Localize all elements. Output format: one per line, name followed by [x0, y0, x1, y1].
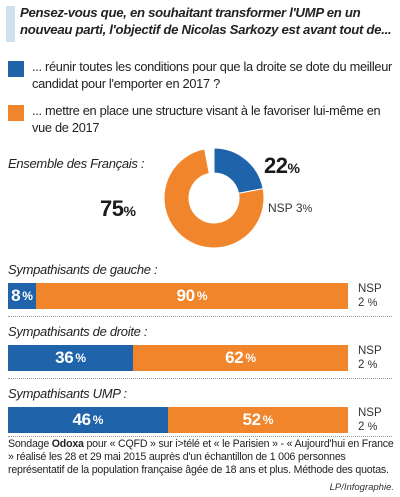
donut-slice-blue	[213, 147, 264, 194]
donut-chart	[163, 147, 265, 249]
source-note: Sondage Odoxa pour « CQFD » sur i>télé e…	[8, 438, 396, 477]
bar-gauche-nsp-unit: %	[367, 297, 378, 309]
bar-droite-nsp-label: NSP	[358, 345, 382, 357]
bar-droite-blue-unit: %	[75, 351, 86, 365]
bar-ump-orange-value: 52	[242, 410, 261, 429]
legend-swatch-orange	[8, 105, 24, 121]
bar-ump-orange-unit: %	[262, 413, 274, 427]
bar-ump-blue-value: 46	[72, 410, 91, 429]
source-prefix: Sondage	[8, 438, 52, 450]
source-brand: Odoxa	[51, 438, 84, 450]
bar-gauche-blue-unit: %	[22, 289, 33, 303]
bar-gauche-blue-value: 8	[11, 286, 21, 305]
bar-droite-orange: 62%	[132, 345, 348, 371]
donut-label-orange: 75%	[100, 196, 136, 222]
donut-title: Ensemble des Français :	[8, 156, 145, 171]
bar-ump: 46% 52%	[8, 407, 348, 433]
bar-title-ump: Sympathisants UMP :	[8, 386, 127, 401]
donut-nsp-label: NSP	[268, 201, 293, 215]
bar-ump-nsp-unit: %	[367, 421, 378, 433]
bar-droite-nsp: NSP 2 %	[358, 344, 382, 372]
donut-slice-orange	[163, 148, 265, 249]
bar-gauche-blue: 8%	[8, 283, 36, 309]
bar-ump-orange: 52%	[167, 407, 348, 433]
divider	[8, 436, 392, 437]
legend-swatch-blue	[8, 61, 24, 77]
donut-label-nsp: NSP 3%	[268, 201, 312, 215]
bar-gauche-orange-unit: %	[196, 289, 208, 303]
divider	[8, 316, 392, 317]
bar-droite-blue: 36%	[8, 345, 133, 371]
bar-droite-orange-unit: %	[245, 351, 256, 365]
donut-value-orange: 75	[100, 196, 124, 221]
source-text: pour « CQFD » sur i>télé et « le Parisie…	[8, 438, 394, 476]
question-text: Pensez-vous que, en souhaitant transform…	[20, 5, 392, 37]
bar-ump-nsp-label: NSP	[358, 407, 382, 419]
bar-ump-blue-unit: %	[92, 413, 104, 427]
donut-label-blue: 22%	[264, 153, 300, 179]
bar-droite: 36% 62%	[8, 345, 348, 371]
credit: LP/Infographie.	[329, 482, 394, 493]
legend-label-blue: ... réunir toutes les conditions pour qu…	[32, 59, 392, 91]
bar-ump-nsp: NSP 2 %	[358, 406, 382, 434]
donut-unit-orange: %	[123, 203, 136, 219]
bar-gauche-nsp-value: 2	[358, 297, 365, 309]
question-accent	[6, 6, 15, 42]
bar-droite-nsp-unit: %	[367, 359, 378, 371]
bar-ump-blue: 46%	[8, 407, 168, 433]
donut-value-blue: 22	[264, 153, 288, 178]
bar-droite-blue-value: 36	[55, 348, 74, 367]
bar-ump-nsp-value: 2	[358, 421, 365, 433]
bar-gauche-orange: 90%	[35, 283, 348, 309]
bar-gauche-orange-value: 90	[176, 286, 196, 305]
donut-unit-blue: %	[287, 160, 300, 176]
bar-droite-orange-value: 62	[225, 348, 244, 367]
donut-nsp-value: 3	[295, 201, 303, 215]
divider	[8, 378, 392, 379]
bar-title-gauche: Sympathisants de gauche :	[8, 262, 158, 277]
donut-nsp-unit: %	[302, 203, 313, 215]
legend-label-orange: ... mettre en place une structure visant…	[32, 103, 381, 135]
bar-gauche: 8% 90%	[8, 283, 348, 309]
bar-droite-nsp-value: 2	[358, 359, 365, 371]
bar-title-droite: Sympathisants de droite :	[8, 324, 148, 339]
donut-slice-nsp	[204, 147, 215, 175]
bar-gauche-nsp: NSP 2 %	[358, 282, 382, 310]
bar-gauche-nsp-label: NSP	[358, 283, 382, 295]
